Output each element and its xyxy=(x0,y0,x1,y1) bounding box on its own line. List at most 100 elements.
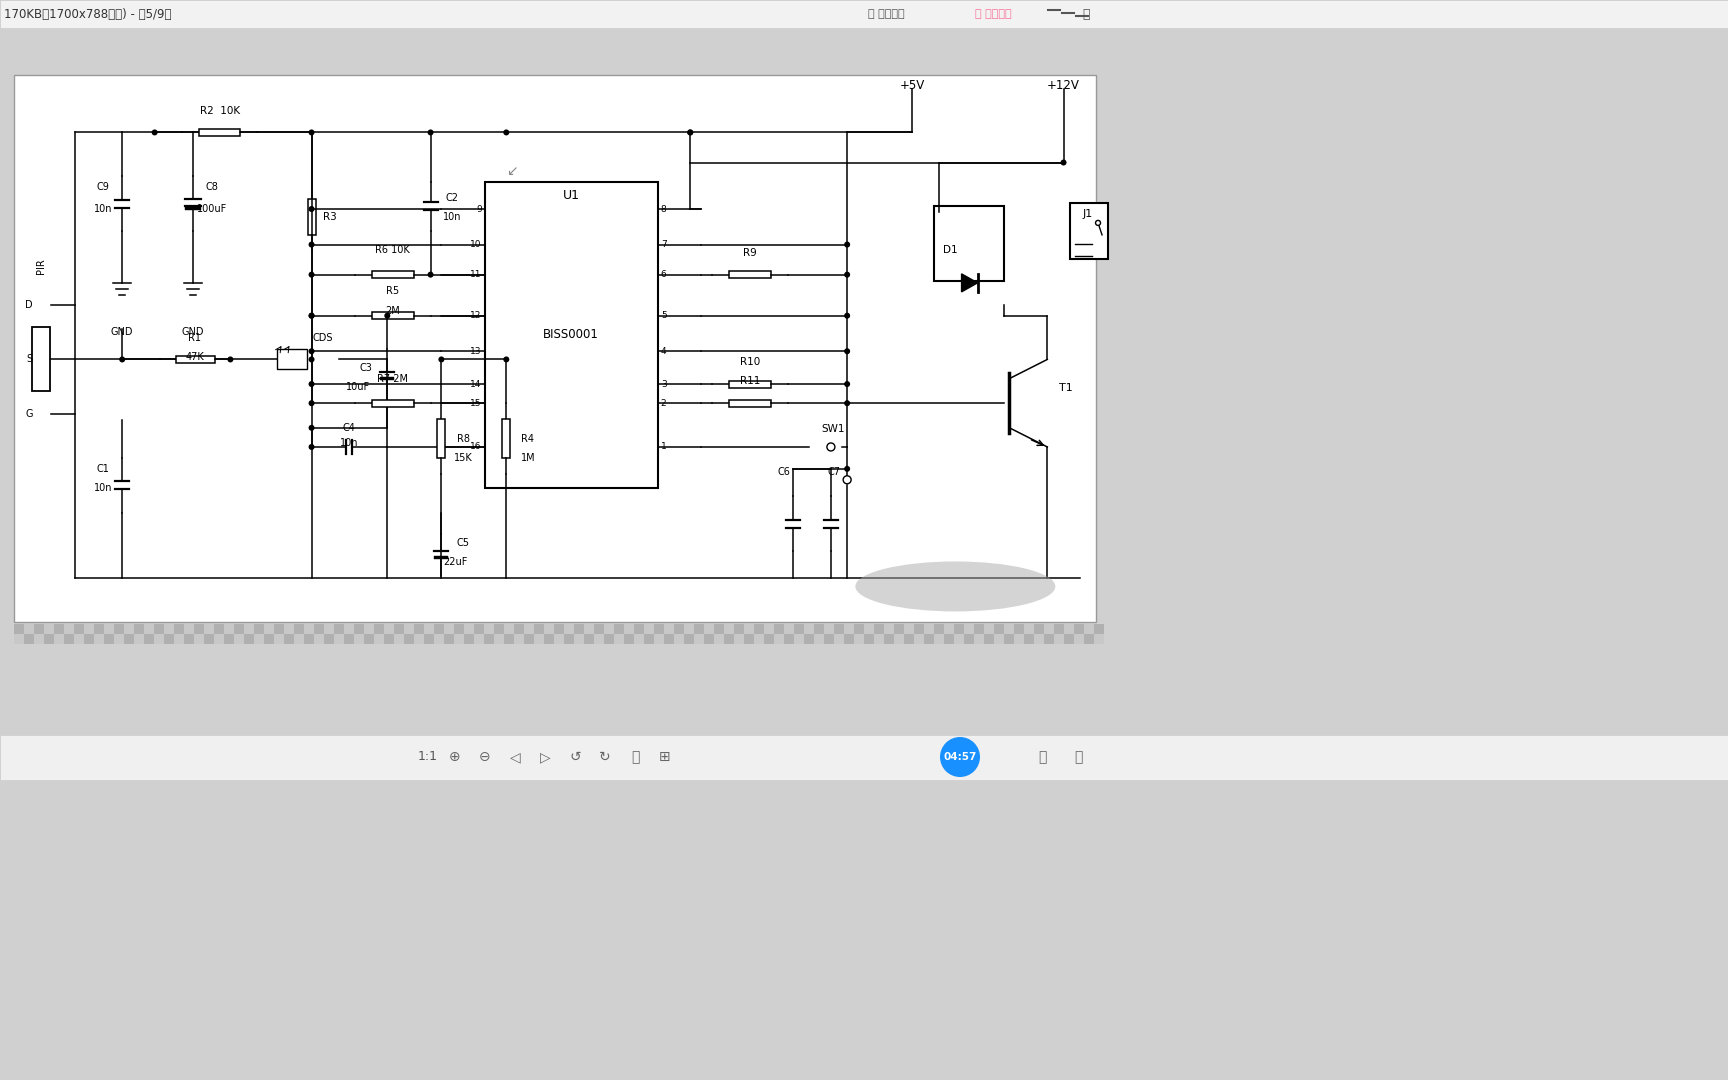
Text: 15K: 15K xyxy=(454,453,472,463)
Text: R3: R3 xyxy=(323,212,337,222)
Bar xyxy=(473,624,484,634)
Bar xyxy=(35,634,43,644)
Bar xyxy=(1044,624,1054,634)
Bar xyxy=(0,0,1728,28)
Bar xyxy=(344,634,354,644)
Text: ⤢: ⤢ xyxy=(1082,8,1089,21)
Bar xyxy=(505,634,513,644)
Circle shape xyxy=(427,130,434,135)
Bar xyxy=(724,624,734,634)
Bar xyxy=(814,624,824,634)
Bar xyxy=(384,634,394,644)
Circle shape xyxy=(309,356,314,363)
Bar xyxy=(473,634,484,644)
Text: 170KB，1700x788像素) - 第5/9张: 170KB，1700x788像素) - 第5/9张 xyxy=(3,8,171,21)
Bar xyxy=(1064,624,1075,634)
Bar xyxy=(874,624,885,634)
Text: T1: T1 xyxy=(1059,383,1073,393)
Bar xyxy=(745,634,753,644)
Bar xyxy=(14,75,1096,622)
Text: ↺: ↺ xyxy=(569,750,581,764)
Bar xyxy=(513,624,524,634)
Text: PIR: PIR xyxy=(36,258,47,274)
Text: 16: 16 xyxy=(470,443,482,451)
Bar xyxy=(975,624,983,634)
Bar xyxy=(365,624,373,634)
Bar xyxy=(64,624,74,634)
Bar xyxy=(204,634,214,644)
Bar xyxy=(613,624,624,634)
Bar xyxy=(325,634,334,644)
Bar xyxy=(104,624,114,634)
Text: 🔍 功能搜索: 🔍 功能搜索 xyxy=(867,9,905,19)
Bar xyxy=(513,634,524,644)
Bar xyxy=(85,624,93,634)
Text: R1: R1 xyxy=(188,333,200,342)
Bar xyxy=(254,634,264,644)
Text: D1: D1 xyxy=(942,245,957,255)
Circle shape xyxy=(309,313,314,319)
Circle shape xyxy=(309,444,314,450)
Bar xyxy=(264,634,275,644)
Bar xyxy=(275,624,283,634)
Bar xyxy=(914,624,924,634)
Text: 2M: 2M xyxy=(385,307,401,316)
Bar xyxy=(964,624,975,634)
Bar xyxy=(574,634,584,644)
Bar xyxy=(423,634,434,644)
Text: C1: C1 xyxy=(97,463,109,474)
Circle shape xyxy=(845,381,850,387)
Bar xyxy=(664,624,674,634)
Circle shape xyxy=(843,476,852,484)
Circle shape xyxy=(152,130,157,135)
Bar xyxy=(764,634,774,644)
Bar xyxy=(415,634,423,644)
Ellipse shape xyxy=(855,562,1056,611)
Bar xyxy=(176,356,214,363)
Bar xyxy=(1075,634,1083,644)
Bar xyxy=(384,624,394,634)
Bar xyxy=(484,181,658,488)
Bar xyxy=(555,624,563,634)
Bar xyxy=(1004,624,1014,634)
Bar xyxy=(334,624,344,634)
Bar xyxy=(1004,634,1014,644)
Text: ⛶: ⛶ xyxy=(1073,750,1082,764)
Bar xyxy=(154,624,164,634)
Bar xyxy=(114,624,124,634)
Text: GND: GND xyxy=(181,327,204,337)
Bar xyxy=(943,624,954,634)
Text: 6: 6 xyxy=(660,270,667,279)
Text: ⊖: ⊖ xyxy=(479,750,491,764)
Bar xyxy=(613,634,624,644)
Text: ↙: ↙ xyxy=(506,164,517,178)
Bar xyxy=(93,624,104,634)
Bar xyxy=(344,624,354,634)
Text: 10n: 10n xyxy=(93,483,112,492)
Bar xyxy=(1033,634,1044,644)
Bar xyxy=(584,634,594,644)
Bar xyxy=(734,624,745,634)
Text: BISS0001: BISS0001 xyxy=(543,328,600,341)
Bar xyxy=(43,634,54,644)
Bar xyxy=(164,624,175,634)
Text: C8: C8 xyxy=(206,183,218,192)
Bar xyxy=(244,624,254,634)
Text: C4: C4 xyxy=(342,422,356,433)
Bar xyxy=(434,624,444,634)
Bar xyxy=(85,634,93,644)
Bar xyxy=(893,624,904,634)
Bar xyxy=(935,624,943,634)
Bar xyxy=(164,634,175,644)
Bar xyxy=(124,624,135,634)
Bar xyxy=(437,419,446,458)
Bar xyxy=(308,199,316,235)
Bar xyxy=(14,624,24,634)
Bar xyxy=(843,634,854,644)
Bar xyxy=(774,624,785,634)
Bar xyxy=(199,129,240,136)
Bar xyxy=(563,624,574,634)
Bar xyxy=(1094,634,1104,644)
Bar xyxy=(214,634,225,644)
Circle shape xyxy=(845,313,850,319)
